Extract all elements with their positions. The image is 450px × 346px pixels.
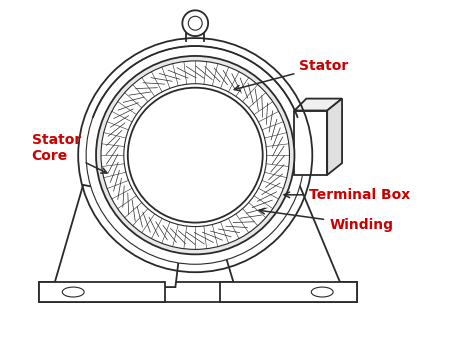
Text: Winding: Winding	[259, 208, 393, 231]
Circle shape	[124, 84, 267, 227]
Text: Stator: Stator	[234, 59, 349, 91]
Circle shape	[182, 10, 208, 36]
Text: Stator
Core: Stator Core	[32, 133, 107, 173]
Polygon shape	[210, 185, 342, 287]
Polygon shape	[294, 99, 342, 110]
Circle shape	[188, 16, 202, 30]
Polygon shape	[294, 110, 327, 175]
Ellipse shape	[311, 287, 333, 297]
Circle shape	[86, 46, 304, 264]
Bar	[39, 282, 357, 302]
Circle shape	[128, 88, 263, 222]
Polygon shape	[327, 99, 342, 175]
Polygon shape	[54, 185, 185, 287]
Text: Terminal Box: Terminal Box	[284, 188, 410, 202]
Ellipse shape	[62, 287, 84, 297]
Bar	[39, 282, 166, 302]
Circle shape	[101, 61, 289, 249]
Circle shape	[96, 56, 294, 254]
Bar	[220, 282, 357, 302]
